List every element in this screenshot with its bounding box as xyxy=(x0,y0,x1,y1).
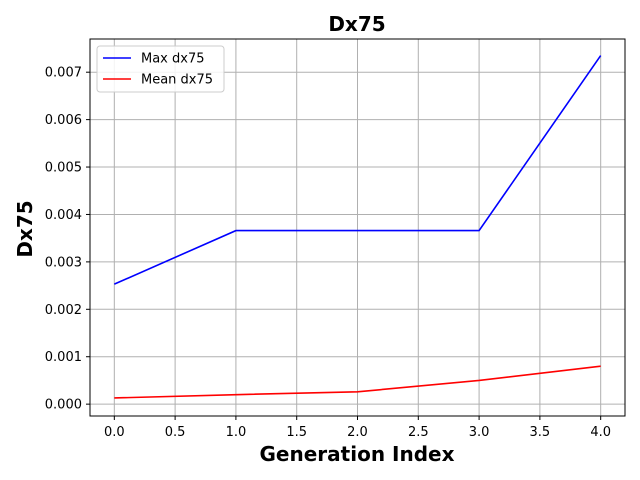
y-tick-label: 0.006 xyxy=(45,113,82,128)
y-tick-label: 0.003 xyxy=(45,255,82,270)
y-tick-label: 0.004 xyxy=(45,208,82,223)
x-tick-label: 2.0 xyxy=(347,425,368,440)
legend: Max dx75 Mean dx75 xyxy=(96,45,225,93)
chart-title: Dx75 xyxy=(328,12,385,36)
x-tick-label: 3.5 xyxy=(530,425,551,440)
y-axis-label: Dx75 xyxy=(13,200,37,257)
y-tick-label: 0.007 xyxy=(45,66,82,81)
y-tick-label: 0.000 xyxy=(45,398,82,413)
x-tick-label: 3.0 xyxy=(469,425,490,440)
series-line-mean-dx75 xyxy=(114,365,601,399)
y-tick-label: 0.005 xyxy=(45,161,82,176)
x-tick-label: 2.5 xyxy=(408,425,429,440)
series-layer xyxy=(113,55,602,399)
legend-label: Mean dx75 xyxy=(141,73,213,88)
x-tick-label: 4.0 xyxy=(590,425,611,440)
x-axis-ticks: 0.0 0.5 1.0 1.5 2.0 2.5 3.0 3.5 4.0 xyxy=(104,416,611,440)
legend-label: Max dx75 xyxy=(141,52,205,67)
x-tick-label: 0.0 xyxy=(104,425,125,440)
series-line-max-dx75 xyxy=(113,55,602,285)
y-tick-label: 0.001 xyxy=(45,350,82,365)
x-axis-label: Generation Index xyxy=(260,442,455,466)
y-axis-ticks: 0.000 0.001 0.002 0.003 0.004 0.005 0.006 0.007 xyxy=(45,66,90,413)
x-tick-label: 1.5 xyxy=(286,425,307,440)
x-tick-label: 0.5 xyxy=(165,425,186,440)
x-tick-label: 1.0 xyxy=(226,425,247,440)
y-tick-label: 0.002 xyxy=(45,303,82,318)
grid xyxy=(90,39,625,416)
